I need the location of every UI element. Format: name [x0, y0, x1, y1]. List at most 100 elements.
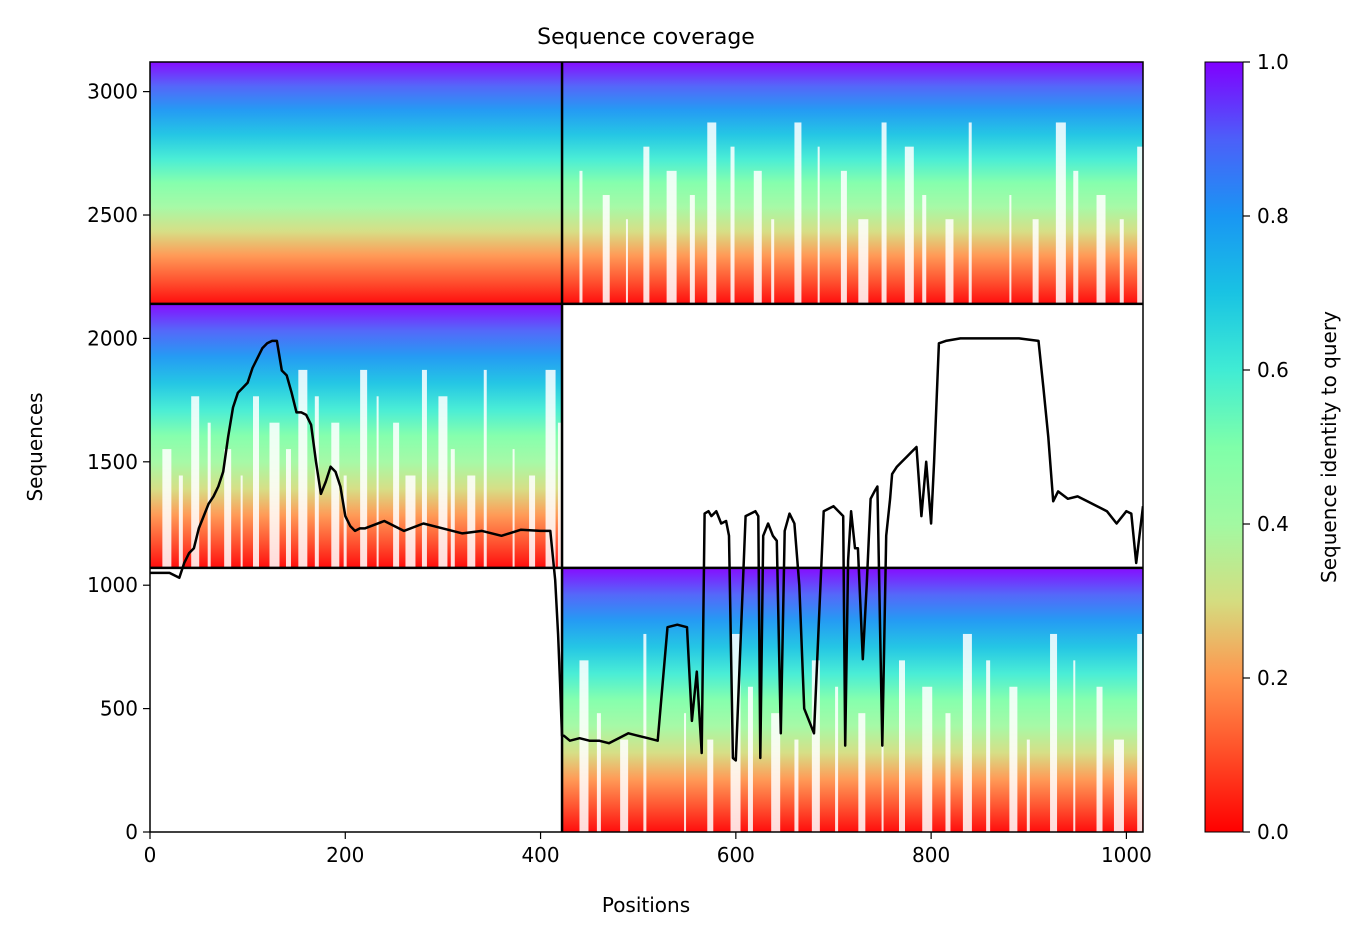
coverage-block	[562, 62, 1143, 304]
coverage-gap	[512, 449, 515, 568]
coverage-gap	[771, 219, 775, 304]
coverage-gap	[438, 396, 448, 568]
coverage-gap	[602, 195, 610, 304]
y-axis-label: Sequences	[23, 392, 47, 501]
coverage-gap	[620, 739, 629, 832]
coverage-gap	[753, 170, 762, 304]
coverage-gap	[1137, 633, 1143, 832]
y-tick-label: 2500	[87, 203, 138, 227]
coverage-block-fill	[562, 567, 1143, 832]
coverage-gap	[1137, 146, 1143, 304]
coverage-block	[150, 303, 563, 568]
coverage-gap	[1096, 195, 1106, 304]
coverage-gap	[817, 146, 820, 304]
coverage-gap	[314, 396, 319, 568]
coverage-gap	[450, 449, 455, 568]
coverage-gap	[643, 146, 650, 304]
colorbar-ticks: 0.0 0.2 0.4 0.6 0.8 1.0	[1243, 50, 1289, 844]
coverage-gap	[1073, 660, 1076, 832]
coverage-gap	[529, 475, 536, 568]
coverage-gap	[962, 633, 972, 832]
coverage-gap	[881, 122, 887, 304]
coverage-gap	[1096, 686, 1103, 832]
x-tick-label: 400	[521, 843, 559, 867]
coverage-gap	[285, 449, 291, 568]
y-tick-label: 500	[100, 697, 138, 721]
coverage-gap	[666, 170, 677, 304]
coverage-gap	[811, 660, 820, 832]
y-tick-label: 0	[125, 820, 138, 844]
coverage-gap	[858, 219, 869, 304]
x-tick-label: 1000	[1101, 843, 1152, 867]
coverage-gap	[483, 369, 487, 568]
coverage-gap	[162, 449, 172, 568]
coverage-gap	[557, 422, 563, 568]
x-axis-ticks: 0 200 400 600 800 1000	[144, 832, 1152, 867]
coverage-gap	[224, 449, 232, 568]
coverage-gap	[376, 396, 379, 568]
coverage-gap	[684, 713, 687, 832]
coverage-gap	[625, 219, 628, 304]
coverage-gap	[1055, 122, 1066, 304]
x-tick-label: 0	[144, 843, 157, 867]
coverage-gap	[269, 422, 280, 568]
heatmap-layer	[150, 62, 1143, 832]
coverage-gap	[986, 660, 991, 832]
coverage-gap	[405, 475, 416, 568]
coverage-gap	[467, 475, 476, 568]
x-tick-label: 200	[326, 843, 364, 867]
coverage-gap	[1026, 739, 1030, 832]
chart-title: Sequence coverage	[537, 25, 755, 50]
colorbar	[1204, 61, 1244, 833]
coverage-block-fill	[150, 303, 563, 568]
colorbar-tick-label: 1.0	[1257, 50, 1289, 74]
coverage-gap	[393, 422, 400, 568]
coverage-gap	[545, 369, 556, 568]
plot-frame	[149, 61, 1144, 833]
colorbar-label: Sequence identity to query	[1317, 311, 1341, 583]
coverage-gap	[421, 369, 427, 568]
coverage-gap	[1009, 195, 1012, 304]
coverage-gap	[835, 686, 839, 832]
coverage-gap	[360, 369, 368, 568]
coverage-gap	[343, 475, 347, 568]
coverage-gap	[579, 660, 589, 832]
coverage-gap	[1009, 686, 1018, 832]
coverage-gap	[331, 422, 340, 568]
coverage-block	[150, 62, 563, 304]
coverage-gap	[945, 713, 951, 832]
y-tick-label: 1500	[87, 450, 138, 474]
coverage-gap	[1032, 219, 1039, 304]
coverage-gap	[1119, 219, 1124, 304]
coverage-gap	[178, 475, 183, 568]
colorbar-tick-label: 0.0	[1257, 820, 1289, 844]
colorbar-tick-label: 0.6	[1257, 358, 1289, 382]
y-tick-label: 1000	[87, 573, 138, 597]
x-tick-label: 600	[717, 843, 755, 867]
coverage-gap	[904, 146, 914, 304]
y-tick-label: 2000	[87, 326, 138, 350]
coverage-gap	[945, 219, 954, 304]
coverage-gap	[771, 713, 781, 832]
y-tick-label: 3000	[87, 80, 138, 104]
coverage-gap	[1050, 633, 1058, 832]
x-axis-label: Positions	[602, 893, 690, 917]
coverage-gap	[1113, 739, 1124, 832]
colorbar-tick-label: 0.4	[1257, 512, 1289, 536]
coverage-gap	[689, 195, 695, 304]
coverage-block	[562, 567, 1143, 832]
coverage-gap	[922, 195, 927, 304]
coverage-gap	[240, 475, 243, 568]
coverage-gap	[922, 686, 933, 832]
coverage-gap	[207, 422, 211, 568]
coverage-gap	[968, 122, 972, 304]
coverage-gap	[191, 396, 200, 568]
coverage-gap	[643, 633, 647, 832]
coverage-gap	[747, 686, 753, 832]
coverage-gap	[298, 369, 308, 568]
coverage-gap	[794, 122, 802, 304]
coverage-line	[150, 337, 1143, 762]
coverage-block-fill	[562, 62, 1143, 304]
coverage-gap	[579, 170, 583, 304]
